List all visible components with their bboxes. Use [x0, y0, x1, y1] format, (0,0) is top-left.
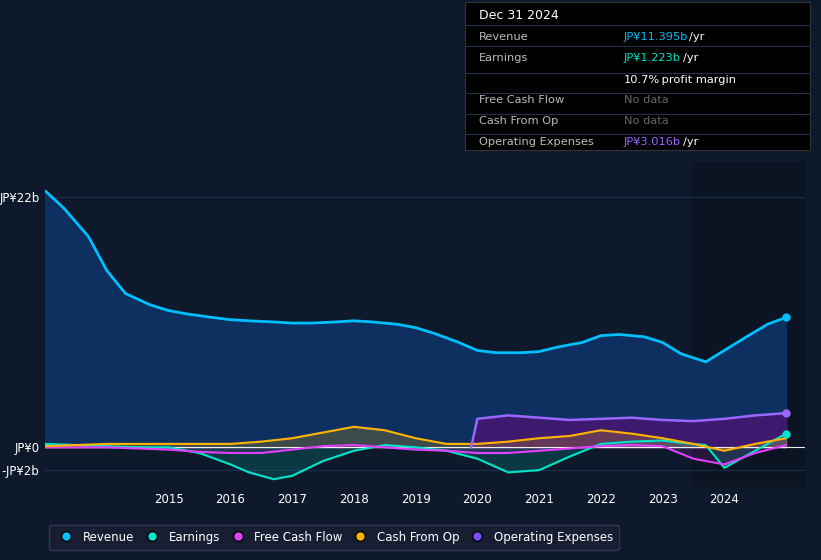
Text: 10.7%: 10.7%	[624, 74, 660, 85]
Text: Earnings: Earnings	[479, 53, 528, 63]
Text: profit margin: profit margin	[658, 74, 736, 85]
Text: /yr: /yr	[683, 137, 699, 147]
Text: Free Cash Flow: Free Cash Flow	[479, 95, 564, 105]
Legend: Revenue, Earnings, Free Cash Flow, Cash From Op, Operating Expenses: Revenue, Earnings, Free Cash Flow, Cash …	[48, 525, 619, 549]
Text: JP¥11.395b: JP¥11.395b	[624, 31, 688, 41]
Text: Operating Expenses: Operating Expenses	[479, 137, 594, 147]
Bar	[694, 162, 805, 487]
Text: JP¥3.016b: JP¥3.016b	[624, 137, 681, 147]
Text: Revenue: Revenue	[479, 31, 529, 41]
Text: No data: No data	[624, 95, 668, 105]
Text: JP¥1.223b: JP¥1.223b	[624, 53, 681, 63]
Text: Dec 31 2024: Dec 31 2024	[479, 8, 558, 22]
Text: No data: No data	[624, 116, 668, 126]
Text: Cash From Op: Cash From Op	[479, 116, 558, 126]
Text: /yr: /yr	[690, 31, 704, 41]
Text: /yr: /yr	[683, 53, 699, 63]
